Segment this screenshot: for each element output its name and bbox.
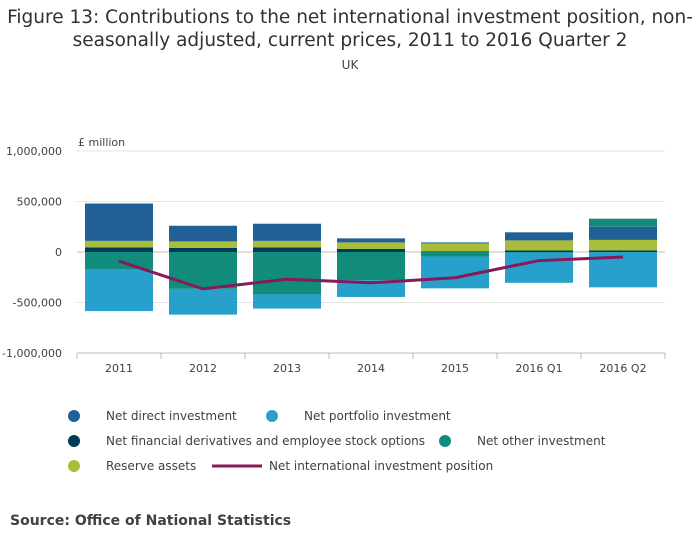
bar-reserve: [253, 240, 321, 248]
legend-label-other: Net other investment: [477, 434, 606, 448]
legend-label-direct: Net direct investment: [106, 409, 237, 423]
bar-other: [337, 252, 405, 281]
bar-derivatives: [85, 247, 153, 252]
bar-reserve: [169, 241, 237, 248]
legend-label-derivatives: Net financial derivatives and employee s…: [106, 434, 425, 448]
x-tick-label: 2011: [105, 362, 133, 375]
bar-direct: [169, 225, 237, 242]
bar-direct: [85, 203, 153, 241]
chart-subtitle: UK: [341, 58, 359, 72]
legend-swatch-other: [439, 435, 451, 447]
y-tick-label: -500,000: [13, 297, 62, 310]
x-tick-label: 2014: [357, 362, 385, 375]
bar-direct: [337, 238, 405, 243]
bar-derivatives: [589, 250, 657, 252]
legend-swatch-direct: [68, 410, 80, 422]
bar-derivatives: [169, 247, 237, 252]
x-tick-label: 2013: [273, 362, 301, 375]
y-tick-label: 0: [55, 246, 62, 259]
y-tick-label: 1,000,000: [6, 145, 62, 158]
bar-direct: [253, 223, 321, 241]
bar-portfolio: [85, 269, 153, 312]
legend-label-reserve: Reserve assets: [106, 459, 196, 473]
y-tick-label: 500,000: [17, 196, 63, 209]
bar-portfolio: [253, 294, 321, 309]
bar-direct: [505, 232, 573, 241]
x-tick-label: 2016 Q1: [515, 362, 562, 375]
legend-label-niip: Net international investment position: [269, 459, 493, 473]
bar-derivatives: [505, 250, 573, 252]
legend-swatch-reserve: [68, 460, 80, 472]
legend-label-portfolio: Net portfolio investment: [304, 409, 451, 423]
bar-derivatives: [337, 248, 405, 252]
source-note: Source: Office of National Statistics: [10, 513, 292, 529]
chart-title: Figure 13: Contributions to the net inte…: [7, 7, 693, 51]
bar-direct: [589, 226, 657, 240]
bar-other: [421, 252, 489, 257]
bar-reserve: [505, 240, 573, 251]
x-tick-label: 2012: [189, 362, 217, 375]
bar-reserve: [421, 243, 489, 252]
bar-reserve: [337, 242, 405, 249]
bar-derivatives: [253, 247, 321, 252]
x-tick-label: 2016 Q2: [599, 362, 646, 375]
bar-other: [169, 252, 237, 289]
bar-portfolio: [169, 288, 237, 315]
legend-swatch-portfolio: [266, 410, 278, 422]
y-tick-label: -1,000,000: [2, 347, 62, 360]
bar-reserve: [589, 239, 657, 251]
legend-swatch-derivatives: [68, 435, 80, 447]
bar-portfolio: [505, 252, 573, 283]
bar-reserve: [85, 240, 153, 248]
bar-other: [589, 218, 657, 227]
bar-direct: [421, 242, 489, 244]
bar-other: [85, 252, 153, 270]
bar-other: [253, 252, 321, 295]
bar-other: [505, 252, 573, 253]
bar-derivatives: [421, 251, 489, 252]
y-axis-label: £ million: [78, 136, 125, 149]
bar-portfolio: [337, 280, 405, 297]
x-tick-label: 2015: [441, 362, 469, 375]
